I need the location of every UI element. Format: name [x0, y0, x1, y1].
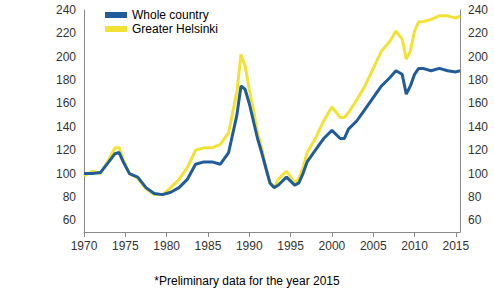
svg-text:1980: 1980 — [153, 239, 180, 253]
svg-text:180: 180 — [56, 73, 76, 87]
svg-text:80: 80 — [63, 190, 77, 204]
svg-text:160: 160 — [56, 96, 76, 110]
svg-text:240: 240 — [468, 3, 488, 17]
svg-text:*Preliminary data for the year: *Preliminary data for the year 2015 — [154, 274, 340, 288]
svg-text:200: 200 — [468, 50, 488, 64]
svg-text:60: 60 — [63, 213, 77, 227]
svg-text:200: 200 — [56, 50, 76, 64]
svg-text:140: 140 — [56, 120, 76, 134]
svg-text:100: 100 — [56, 167, 76, 181]
svg-text:220: 220 — [56, 26, 76, 40]
svg-text:1970: 1970 — [71, 239, 98, 253]
svg-text:120: 120 — [56, 143, 76, 157]
svg-text:120: 120 — [468, 143, 488, 157]
svg-text:Whole country: Whole country — [132, 8, 209, 22]
svg-text:220: 220 — [468, 26, 488, 40]
svg-text:2005: 2005 — [360, 239, 387, 253]
svg-text:1985: 1985 — [195, 239, 222, 253]
svg-text:1975: 1975 — [112, 239, 139, 253]
svg-text:1995: 1995 — [277, 239, 304, 253]
svg-text:2015: 2015 — [443, 239, 470, 253]
svg-text:60: 60 — [468, 213, 482, 227]
svg-text:Greater Helsinki: Greater Helsinki — [132, 22, 218, 36]
svg-text:240: 240 — [56, 3, 76, 17]
svg-text:140: 140 — [468, 120, 488, 134]
svg-text:2000: 2000 — [319, 239, 346, 253]
svg-text:100: 100 — [468, 167, 488, 181]
svg-text:180: 180 — [468, 73, 488, 87]
svg-text:1990: 1990 — [236, 239, 263, 253]
svg-text:160: 160 — [468, 96, 488, 110]
svg-text:80: 80 — [468, 190, 482, 204]
svg-text:2010: 2010 — [401, 239, 428, 253]
